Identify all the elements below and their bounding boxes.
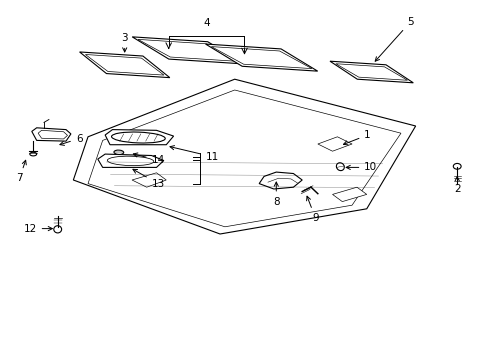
Ellipse shape — [336, 163, 344, 171]
Text: 14: 14 — [133, 153, 164, 165]
Text: 3: 3 — [121, 33, 128, 52]
Text: 9: 9 — [306, 196, 318, 223]
Ellipse shape — [452, 163, 460, 169]
Text: 5: 5 — [374, 17, 413, 61]
Polygon shape — [73, 79, 415, 234]
Polygon shape — [132, 37, 244, 64]
Polygon shape — [332, 187, 366, 202]
Polygon shape — [259, 172, 302, 189]
Ellipse shape — [114, 150, 123, 154]
Ellipse shape — [54, 226, 61, 233]
Text: 6: 6 — [60, 134, 82, 145]
Polygon shape — [132, 173, 166, 187]
Polygon shape — [32, 128, 71, 141]
Text: 7: 7 — [16, 160, 26, 183]
Text: 11: 11 — [170, 145, 218, 162]
Polygon shape — [105, 130, 173, 145]
Polygon shape — [205, 44, 317, 71]
Polygon shape — [317, 137, 351, 151]
Text: 1: 1 — [343, 130, 370, 145]
Text: 8: 8 — [272, 182, 279, 207]
Text: 2: 2 — [453, 177, 460, 194]
Text: 4: 4 — [203, 18, 209, 28]
Text: 10: 10 — [346, 162, 377, 172]
Text: 13: 13 — [133, 169, 164, 189]
Polygon shape — [98, 154, 163, 167]
Polygon shape — [329, 61, 412, 83]
Text: 12: 12 — [23, 224, 52, 234]
Polygon shape — [80, 52, 169, 78]
